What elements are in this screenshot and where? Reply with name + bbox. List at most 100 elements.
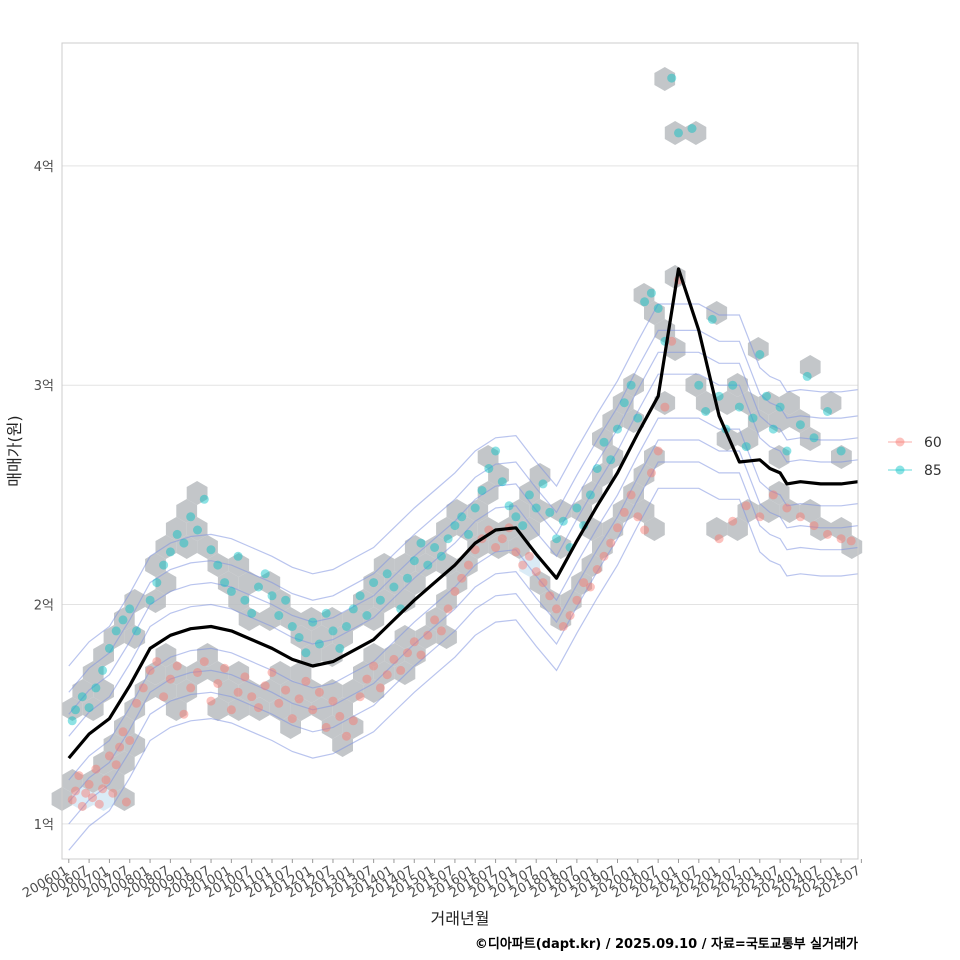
hexbin-cell: [727, 517, 748, 541]
point-series-85: [809, 433, 819, 443]
point-series-60: [335, 711, 345, 721]
hexbin-cell: [644, 517, 665, 541]
hexbin-cell: [301, 679, 322, 703]
hexbin-cell: [716, 391, 738, 415]
point-series-85: [260, 569, 270, 579]
hexbin-cell: [436, 553, 457, 577]
hexbin-cell: [290, 625, 312, 649]
legend-label-60: 60: [924, 435, 942, 451]
point-series-85: [640, 297, 650, 307]
hexbin-cell: [134, 679, 156, 703]
point-series-85: [687, 124, 697, 133]
hexbin-cell: [165, 517, 187, 541]
point-series-85: [294, 633, 304, 642]
hexbin-cell: [664, 121, 686, 145]
point-series-85: [653, 303, 663, 313]
point-series-85: [165, 547, 175, 557]
point-series-60: [579, 578, 589, 588]
hexbin-cell: [176, 535, 198, 559]
point-series-85: [626, 380, 636, 390]
point-series-85: [592, 464, 602, 473]
hexbin-cell: [841, 535, 863, 559]
hexbin-cell: [124, 589, 146, 613]
point-series-60: [308, 705, 318, 715]
point-series-60: [233, 687, 243, 697]
point-series-60: [274, 698, 284, 708]
density-contour: [68, 417, 859, 781]
hexbin-cell: [228, 697, 250, 721]
point-series-60: [511, 547, 521, 557]
point-series-60: [104, 751, 114, 761]
point-series-85: [436, 551, 446, 561]
point-series-60: [728, 516, 738, 526]
hexbin-cell: [103, 769, 125, 793]
point-series-85: [606, 455, 616, 465]
hexbin-cell: [644, 445, 665, 469]
point-series-60: [281, 685, 291, 695]
point-series-60: [111, 760, 121, 770]
hexbin-cell: [633, 463, 655, 487]
hexbin-cell: [207, 697, 229, 721]
point-series-60: [369, 661, 379, 671]
point-series-85: [674, 128, 683, 138]
density-contour: [68, 351, 859, 715]
point-series-85: [443, 534, 453, 544]
point-series-85: [172, 529, 182, 539]
x-axis: 2006012006072007012007072008012008072009…: [20, 859, 863, 901]
point-series-60: [213, 679, 223, 688]
point-series-60: [81, 788, 91, 798]
point-series-85: [84, 703, 94, 713]
hexbin-cell: [353, 661, 374, 685]
point-series-60: [846, 536, 856, 546]
hexbin-cell: [706, 517, 728, 541]
hexbin-cell: [529, 571, 551, 595]
point-series-85: [369, 578, 379, 588]
point-series-60: [396, 665, 406, 675]
hexbin-cell: [155, 643, 177, 667]
point-series-60: [71, 786, 80, 796]
point-series-60: [91, 764, 101, 774]
point-series-85: [423, 560, 433, 570]
hexbin-cell: [363, 643, 385, 667]
point-series-85: [741, 442, 751, 452]
point-series-85: [701, 407, 711, 416]
point-series-85: [707, 314, 717, 324]
point-series-60: [67, 795, 77, 805]
y-tick-label: 3억: [34, 379, 54, 394]
point-series-85: [484, 464, 494, 473]
density-contour: [68, 373, 859, 737]
point-series-85: [254, 582, 263, 592]
point-series-85: [179, 538, 189, 548]
hexbin-cell: [550, 535, 572, 559]
hexbin-cell: [363, 679, 385, 703]
hexbin-cell: [540, 589, 561, 613]
hexbin-cell: [602, 517, 624, 541]
point-series-60: [138, 683, 148, 693]
point-series-60: [640, 525, 650, 535]
point-series-85: [118, 615, 128, 625]
hexbin-cell: [623, 481, 644, 505]
y-axis-title: 매매가(원): [5, 415, 24, 486]
point-series-85: [552, 534, 561, 544]
point-series-60: [714, 534, 724, 544]
hexbin-cell: [238, 607, 260, 631]
density-contours: [68, 303, 859, 851]
hexbin-cell: [290, 697, 312, 721]
hexbin-cell: [301, 643, 322, 667]
point-series-60: [599, 551, 609, 561]
point-series-85: [450, 521, 460, 531]
hexbin-cell: [831, 517, 852, 541]
point-series-85: [199, 494, 209, 504]
hexbin-cell: [810, 517, 831, 541]
point-series-85: [287, 622, 297, 631]
point-series-85: [355, 591, 365, 601]
hexbin-cell: [186, 661, 208, 685]
point-series-85: [416, 538, 426, 548]
point-series-85: [755, 350, 765, 359]
hexbin-cell: [321, 607, 343, 631]
point-series-85: [646, 288, 656, 298]
hexbin-cell: [425, 607, 447, 631]
point-series-60: [741, 501, 751, 511]
point-series-85: [152, 578, 162, 588]
hexbin-cell: [269, 589, 291, 613]
